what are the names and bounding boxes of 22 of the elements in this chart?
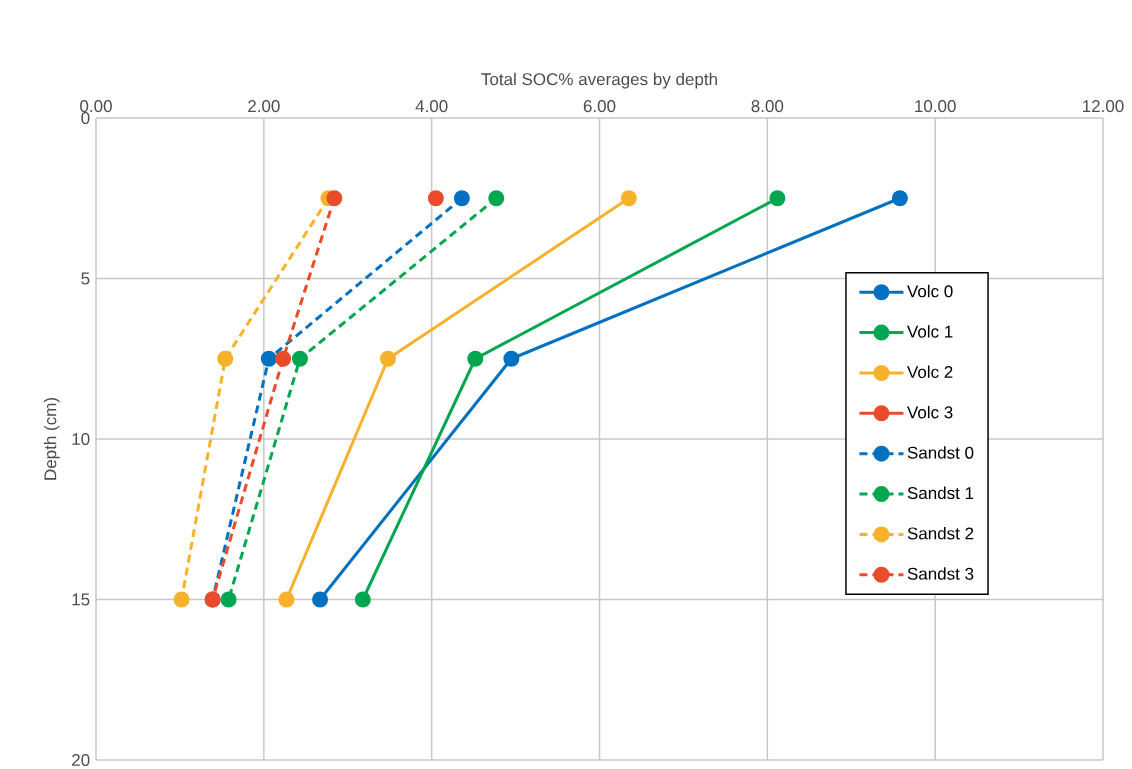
y-tick-label: 20 [72, 753, 90, 767]
legend-label: Volc 0 [907, 284, 953, 298]
x-tick-label: 6.00 [583, 100, 616, 113]
x-tick-label: 0.00 [80, 100, 112, 113]
legend-label: Sandst 0 [907, 446, 974, 459]
y-tick-label: 10 [72, 432, 90, 446]
y-tick-label: 15 [72, 593, 90, 606]
y-tick-label: 5 [81, 272, 90, 285]
x-axis-title: Total SOC% averages by depth [481, 72, 717, 89]
legend-label: Sandst 2 [907, 526, 974, 540]
legend-label: Sandst 1 [907, 486, 974, 500]
x-tick-label: 2.00 [248, 100, 280, 113]
x-tick-label: 4.00 [415, 100, 448, 113]
x-tick-label: 10.00 [915, 100, 956, 113]
legend-label: Volc 1 [907, 325, 953, 338]
y-tick-label: 0 [81, 111, 90, 125]
x-tick-label: 12.00 [1083, 100, 1124, 113]
legend-label: Volc 2 [907, 365, 953, 379]
y-axis-title: Depth (cm) [43, 398, 60, 480]
legend-label: Volc 3 [907, 405, 953, 419]
x-tick-label: 8.00 [751, 100, 784, 113]
legend-label: Sandst 3 [907, 567, 974, 580]
